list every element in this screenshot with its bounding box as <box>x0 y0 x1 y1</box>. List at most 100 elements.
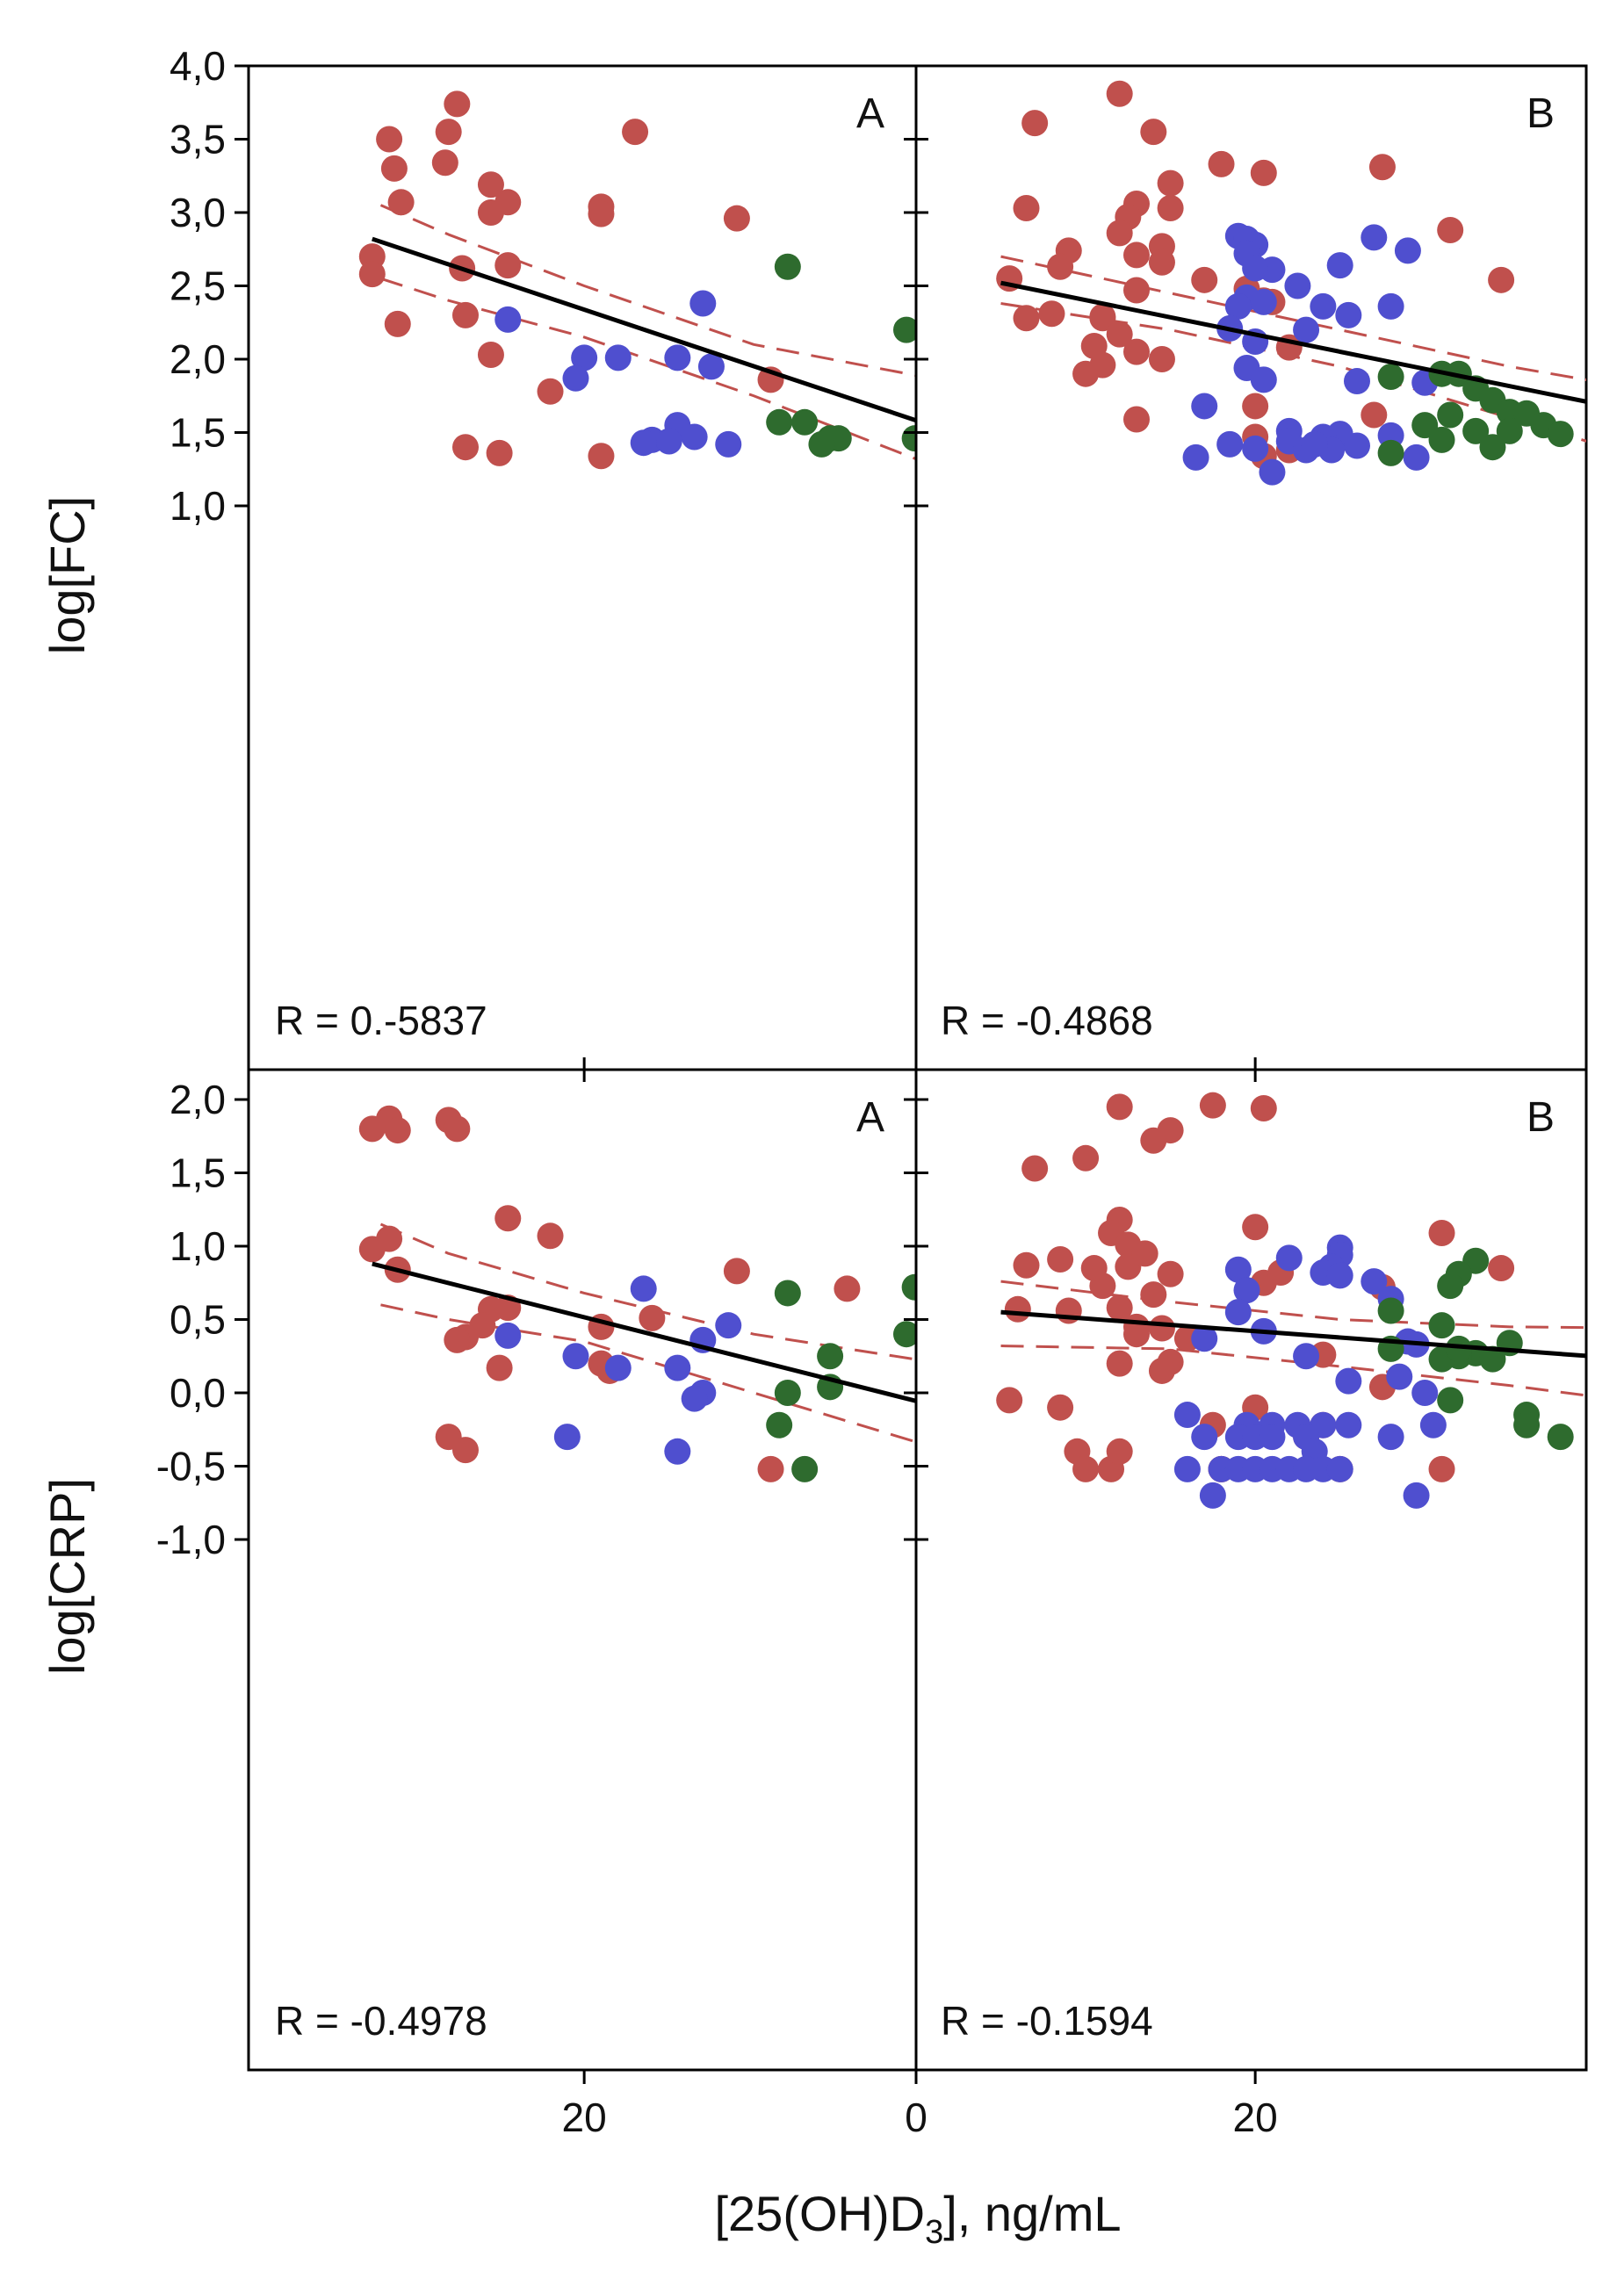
red-point <box>1089 303 1116 330</box>
green-point <box>1615 434 1624 460</box>
red-point <box>358 261 386 288</box>
y-tick-label: 1,0 <box>170 1223 226 1269</box>
blue-point <box>1259 458 1286 486</box>
red-point <box>757 1455 784 1482</box>
blue-point <box>562 1343 589 1370</box>
red-point <box>1148 346 1175 372</box>
blue-point <box>1191 393 1218 420</box>
red-point <box>1488 266 1515 293</box>
red-point <box>1140 119 1167 146</box>
green-point <box>1377 1297 1404 1324</box>
blue-point <box>1173 1455 1201 1482</box>
red-point <box>1368 154 1396 181</box>
blue-point <box>1361 224 1388 251</box>
blue-point <box>1394 237 1421 264</box>
red-point <box>622 119 649 146</box>
y-tick-label: 0,0 <box>170 1370 226 1416</box>
green-point <box>1437 401 1464 429</box>
plot-area <box>996 1092 1586 1509</box>
red-point <box>1157 1260 1184 1287</box>
red-point <box>1122 242 1150 269</box>
blue-point <box>1250 288 1277 315</box>
panel-letter: A <box>856 1094 884 1141</box>
panel-letter: B <box>1527 1094 1555 1141</box>
blue-point <box>1335 1411 1362 1439</box>
red-point <box>1038 300 1065 328</box>
green-point <box>995 1439 1021 1465</box>
y-tick-label: -0,5 <box>156 1444 226 1489</box>
y-tick-label: 3,5 <box>170 117 226 162</box>
y-tick-label: 2,0 <box>170 336 226 382</box>
blue-point <box>494 1322 522 1349</box>
y-tick-label: 3,0 <box>170 190 226 235</box>
blue-point <box>697 353 725 380</box>
y-tick-label: 4,0 <box>170 43 226 89</box>
green-point <box>1437 1273 1464 1300</box>
red-point <box>1242 1214 1269 1241</box>
red-point <box>996 1387 1023 1414</box>
blue-point <box>689 290 717 317</box>
red-point <box>834 1275 861 1302</box>
y-axis-title-fc: log[FC] <box>40 496 95 655</box>
panel-crp-a: -1,0 -0,5 0,0 0,5 1,0 1,5 2,0 20 A R = -0.4978 <box>156 1068 1021 2140</box>
blue-point <box>562 364 589 392</box>
red-point <box>588 200 615 227</box>
green-point <box>1377 439 1404 466</box>
green-point <box>1445 1335 1472 1362</box>
blue-point <box>664 1354 691 1381</box>
red-point <box>1072 1144 1100 1172</box>
blue-point <box>1216 430 1244 458</box>
red-point <box>358 1115 386 1143</box>
green-point <box>1513 1411 1541 1439</box>
red-point <box>1080 1255 1108 1282</box>
blue-point <box>681 423 708 451</box>
ci-lower-curve <box>1000 1345 1586 1397</box>
red-point <box>494 252 522 279</box>
red-point <box>376 126 403 153</box>
x-axis-title-suffix: ], ng/mL <box>943 2186 1121 2241</box>
panel-frame <box>247 64 918 1071</box>
green-point <box>766 408 793 436</box>
blue-point <box>715 430 742 458</box>
red-point <box>380 155 408 182</box>
red-point <box>444 1326 471 1353</box>
x-tick-label: 20 <box>1233 2095 1278 2140</box>
green-point <box>1437 1387 1464 1414</box>
blue-point <box>1224 1256 1252 1283</box>
red-point <box>1021 1155 1049 1182</box>
regression-line <box>1000 1309 1586 1359</box>
red-point <box>451 434 479 461</box>
correlation-label: R = -0.4978 <box>275 1998 487 2044</box>
red-point <box>494 1205 522 1232</box>
red-point <box>477 341 504 368</box>
y-axis-title-crp: log[CRP] <box>40 1478 95 1675</box>
panel-frame <box>914 1068 1588 2072</box>
y-tick-label: 1,5 <box>170 1150 226 1196</box>
red-point <box>1013 1251 1040 1279</box>
blue-point <box>1301 430 1328 458</box>
regression-line <box>372 236 916 423</box>
red-point <box>1428 1219 1455 1246</box>
green-point <box>1428 1312 1455 1339</box>
red-point <box>1047 1394 1074 1421</box>
blue-point <box>664 1438 691 1465</box>
green-point <box>1072 424 1098 451</box>
red-point <box>1106 1294 1133 1322</box>
blue-point <box>715 1312 742 1339</box>
correlation-label: R = 0.-5837 <box>275 998 487 1043</box>
blue-point <box>1259 1424 1286 1451</box>
red-point <box>588 443 615 470</box>
blue-point <box>1182 443 1209 471</box>
green-point <box>901 1273 916 1301</box>
red-point <box>435 119 462 146</box>
x-tick-label: 0 <box>905 2095 927 2140</box>
red-point <box>1199 1092 1226 1119</box>
blue-point <box>1293 316 1320 343</box>
x-axis-title: [25(OH)D3], ng/mL <box>714 2186 1121 2251</box>
red-point <box>1148 249 1175 276</box>
blue-point <box>1310 292 1337 320</box>
plot-area <box>358 1105 1021 1482</box>
red-point <box>1191 266 1218 293</box>
red-point <box>384 1117 411 1144</box>
y-tick-label: -1,0 <box>156 1517 226 1562</box>
